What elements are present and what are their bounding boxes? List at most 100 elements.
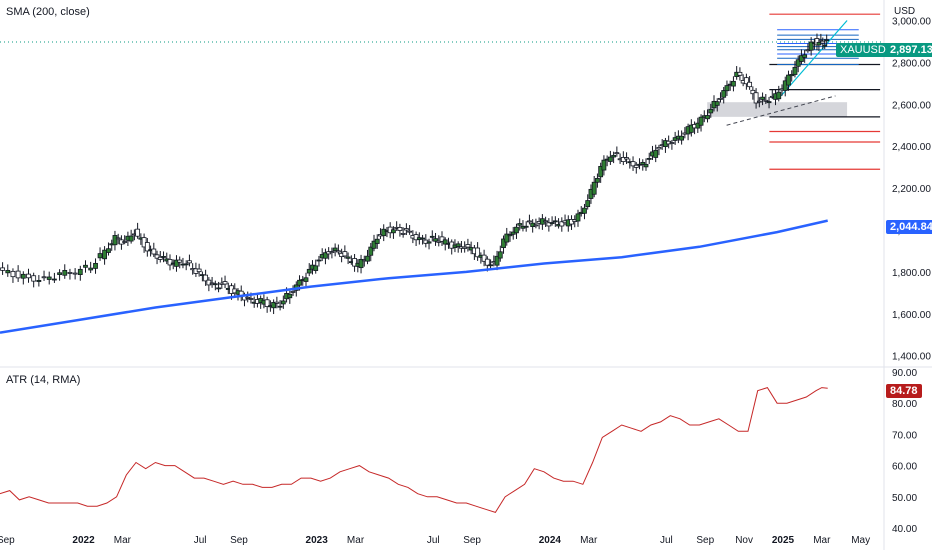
candle-body — [527, 220, 532, 223]
candle-body — [203, 274, 209, 282]
candle-body — [763, 99, 769, 102]
candle-body — [144, 242, 150, 252]
candle-body — [157, 256, 163, 260]
candle-body — [442, 239, 448, 245]
candle-body — [26, 273, 31, 279]
candle-body — [290, 291, 296, 293]
symbol-tag[interactable]: XAUUSD — [836, 43, 890, 57]
candle-body — [403, 228, 409, 231]
price-zone-highlight — [707, 102, 848, 117]
candle-body — [808, 41, 814, 51]
atr-value-tag: 84.78 — [886, 384, 922, 398]
candle-body — [245, 296, 251, 299]
candle-body — [248, 298, 254, 300]
candle-body — [731, 80, 736, 87]
candle-body — [183, 263, 189, 266]
candle-body — [669, 142, 675, 144]
candle-body — [766, 101, 772, 104]
candle-body — [93, 262, 98, 269]
time-tick-label: Mar — [114, 535, 132, 546]
price-candles[interactable] — [0, 33, 830, 315]
candle-body — [646, 157, 652, 160]
time-tick-label: Mar — [580, 535, 598, 546]
candle-body — [824, 39, 830, 42]
candle-body — [329, 251, 335, 254]
time-axis[interactable]: Sep 2022 Mar Jul Sep 2023 Mar Jul Sep 2024 Mar Jul S… — [0, 535, 870, 546]
candle-body — [782, 80, 788, 91]
price-tick-label: 2,600.00 — [892, 100, 931, 111]
candle-body — [640, 161, 646, 165]
candle-body — [488, 264, 493, 267]
candle-body — [708, 108, 714, 114]
candle-body — [816, 41, 822, 46]
candle-body — [264, 299, 270, 307]
candle-body — [552, 220, 558, 223]
candle-body — [802, 54, 808, 58]
price-tick-label: 1,800.00 — [892, 268, 931, 279]
candle-body — [743, 77, 749, 85]
sma-indicator-label[interactable]: SMA (200, close) — [6, 6, 90, 18]
price-tick-label: 2,200.00 — [892, 184, 931, 195]
candle-body — [135, 228, 141, 237]
candle-body — [287, 293, 293, 299]
candle-body — [595, 178, 600, 183]
atr-indicator-label[interactable]: ATR (14, RMA) — [6, 374, 81, 386]
candle-body — [523, 225, 529, 228]
sma-value-tag: 2,044.84 — [886, 220, 932, 234]
candle-body — [57, 272, 62, 275]
candle-body — [177, 259, 183, 263]
candle-body — [128, 235, 134, 242]
candle-body — [271, 302, 277, 309]
candle-body — [475, 247, 481, 258]
candle-body — [497, 251, 503, 259]
atr-tick-label: 60.00 — [892, 462, 917, 473]
time-tick-label: Nov — [735, 535, 753, 546]
candle-body — [633, 164, 639, 168]
candle-body — [724, 85, 730, 92]
candle-body — [154, 254, 160, 259]
candle-body — [776, 91, 782, 100]
sma-200-line[interactable] — [0, 219, 828, 334]
price-tick-label: 2,400.00 — [892, 142, 931, 153]
candle-body — [718, 97, 723, 100]
time-tick-label: Mar — [347, 535, 365, 546]
candle-body — [822, 44, 828, 47]
candle-body — [737, 71, 743, 76]
candle-body — [420, 237, 425, 240]
candle-body — [514, 226, 519, 234]
candle-body — [533, 224, 539, 227]
candle-body — [688, 124, 694, 133]
candle-body — [5, 269, 11, 274]
candle-body — [20, 273, 26, 279]
time-tick-label: Jul — [660, 535, 673, 546]
candle-body — [575, 213, 581, 222]
candle-body — [501, 238, 506, 249]
candle-body — [481, 254, 487, 262]
time-tick-label: 2024 — [539, 535, 562, 546]
candle-body — [374, 238, 380, 244]
candle-body — [10, 270, 16, 278]
dashed-trend-line — [726, 95, 836, 126]
time-tick-label: Jul — [427, 535, 440, 546]
candle-body — [543, 220, 549, 223]
candle-body — [504, 233, 510, 243]
candle-body — [323, 252, 328, 259]
candle-body — [371, 240, 377, 249]
candle-body — [332, 247, 338, 252]
candle-body — [630, 161, 636, 167]
atr-axis[interactable]: 40.00 50.00 60.00 70.00 80.00 90.00 — [892, 368, 917, 535]
candle-body — [799, 55, 804, 62]
candle-body — [429, 235, 435, 238]
atr-tick-label: 40.00 — [892, 524, 917, 535]
candle-body — [88, 267, 94, 271]
zone-rect — [707, 102, 848, 117]
atr-line[interactable] — [0, 387, 828, 513]
atr-tick-label: 80.00 — [892, 399, 917, 410]
candle-body — [611, 154, 617, 158]
candle-body — [345, 256, 351, 259]
price-axis[interactable]: 1,400.001,600.001,800.002,000.002,200.00… — [892, 16, 931, 362]
candle-body — [721, 90, 727, 98]
time-tick-label: Sep — [0, 535, 15, 546]
candle-body — [102, 249, 107, 260]
